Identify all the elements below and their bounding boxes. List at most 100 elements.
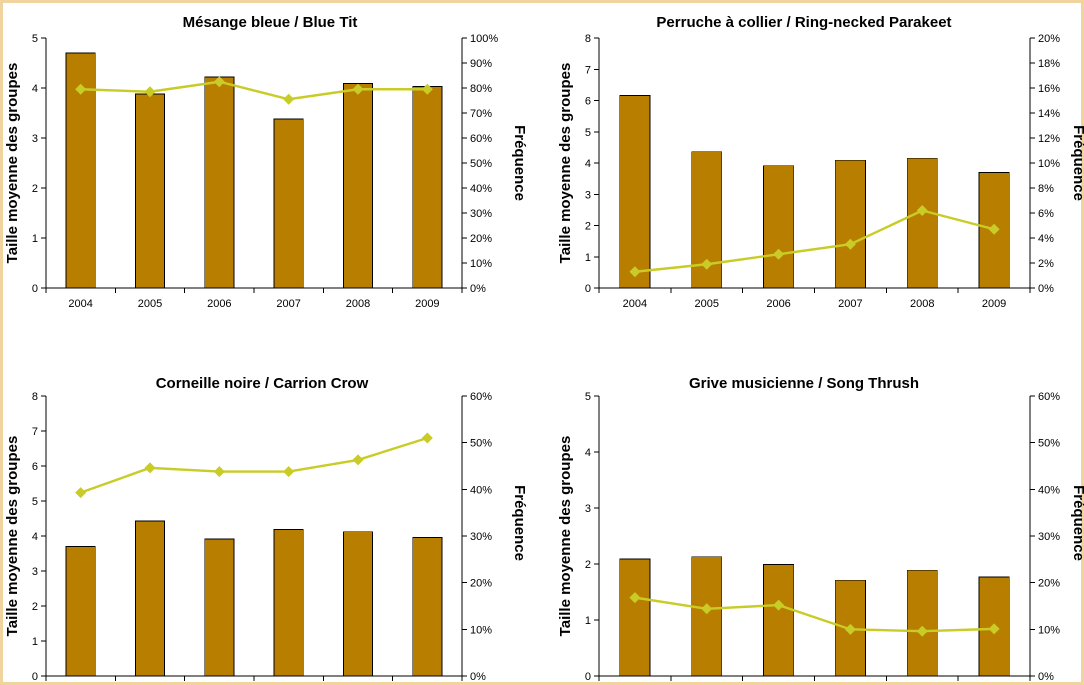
y-tick-label: 1 — [32, 636, 38, 648]
y-tick-label: 1 — [32, 233, 38, 245]
y2-tick-label: 40% — [1038, 484, 1060, 496]
x-tick-label: 2007 — [838, 298, 862, 310]
y2-tick-label: 40% — [470, 183, 492, 195]
chart-song-thrush: Grive musicienne / Song Thrush Taille moy… — [557, 375, 1084, 683]
frequency-marker-2004 — [629, 266, 641, 278]
y-axis-label: Taille moyenne des groupes — [4, 63, 21, 264]
y2-tick-label: 12% — [1038, 133, 1060, 145]
frequency-line — [80, 80, 428, 101]
y2-tick-label: 20% — [1038, 33, 1060, 45]
y-tick-label: 5 — [585, 127, 591, 139]
frequency-line — [634, 209, 995, 273]
y-tick-label: 0 — [585, 283, 591, 295]
x-tick-label: 2005 — [138, 298, 162, 310]
y2-tick-label: 60% — [470, 391, 492, 403]
bar-2004 — [619, 558, 651, 677]
x-tick-label: 2005 — [695, 298, 719, 310]
y2-tick-label: 16% — [1038, 83, 1060, 95]
y-tick-label: 7 — [32, 426, 38, 438]
bar-2008 — [906, 569, 938, 677]
y2-tick-label: 50% — [1038, 438, 1060, 450]
frequency-marker-2008 — [916, 205, 928, 216]
bar-2006 — [763, 564, 795, 677]
y2-axis-label: Fréquence — [511, 485, 528, 561]
y2-tick-label: 20% — [470, 578, 492, 590]
y2-tick-label: 70% — [470, 108, 492, 120]
y-tick-label: 2 — [32, 601, 38, 613]
y-tick-label: 2 — [585, 221, 591, 233]
y2-tick-label: 50% — [470, 438, 492, 450]
y2-tick-label: 0% — [1038, 671, 1054, 683]
chart-title: Perruche à collier / Ring-necked Parakee… — [656, 14, 951, 31]
y-tick-label: 5 — [32, 33, 38, 45]
y2-tick-label: 30% — [1038, 531, 1060, 543]
y2-tick-label: 60% — [470, 133, 492, 145]
frequency-marker-2005 — [701, 603, 713, 615]
x-tick-label: 2008 — [910, 298, 934, 310]
bar-2008 — [906, 157, 938, 289]
frequency-marker-2005 — [144, 86, 156, 98]
frequency-marker-2008 — [916, 625, 928, 637]
chart-title: Mésange bleue / Blue Tit — [183, 14, 358, 31]
chart-title: Grive musicienne / Song Thrush — [689, 375, 919, 392]
x-tick-label: 2008 — [346, 298, 370, 310]
bar-2008 — [343, 83, 373, 289]
y-tick-label: 3 — [585, 503, 591, 515]
x-tick-label: 2004 — [623, 298, 647, 310]
y2-tick-label: 20% — [1038, 578, 1060, 590]
y-tick-label: 5 — [585, 391, 591, 403]
bar-2006 — [204, 538, 235, 677]
bar-2005 — [135, 93, 165, 289]
y-tick-label: 4 — [32, 83, 38, 95]
y2-tick-label: 100% — [470, 33, 498, 45]
y-tick-label: 2 — [32, 183, 38, 195]
y-tick-label: 0 — [32, 283, 38, 295]
y2-tick-label: 10% — [1038, 624, 1060, 636]
chart-carrion-crow: Corneille noire / Carrion Crow Taille moy… — [4, 375, 528, 683]
chart-blue-tit: Mésange bleue / Blue Tit Taille moyenne d… — [4, 14, 528, 310]
y2-tick-label: 8% — [1038, 183, 1054, 195]
x-tick-label: 2009 — [982, 298, 1006, 310]
y2-tick-label: 40% — [470, 484, 492, 496]
y-tick-label: 3 — [32, 133, 38, 145]
x-tick-label: 2004 — [68, 298, 92, 310]
chart-title: Corneille noire / Carrion Crow — [156, 375, 369, 392]
y-tick-label: 4 — [32, 531, 38, 543]
y-tick-label: 8 — [585, 33, 591, 45]
y2-tick-label: 0% — [1038, 283, 1054, 295]
chart-ring-necked-parakeet: Perruche à collier / Ring-necked Parakee… — [557, 14, 1084, 310]
y-tick-label: 0 — [585, 671, 591, 683]
y-tick-label: 8 — [32, 391, 38, 403]
y2-tick-label: 10% — [470, 624, 492, 636]
bar-2009 — [412, 536, 443, 677]
y-axis-label: Taille moyenne des groupes — [557, 63, 574, 264]
bar-2004 — [65, 546, 96, 677]
y2-tick-label: 4% — [1038, 233, 1054, 245]
y-tick-label: 4 — [585, 447, 591, 459]
y2-tick-label: 60% — [1038, 391, 1060, 403]
y-axis-label: Taille moyenne des groupes — [557, 436, 574, 637]
y-tick-label: 6 — [585, 96, 591, 108]
bar-2007 — [834, 159, 866, 289]
y2-tick-label: 80% — [470, 83, 492, 95]
y2-tick-label: 10% — [1038, 158, 1060, 170]
y2-tick-label: 2% — [1038, 258, 1054, 270]
y-tick-label: 2 — [585, 559, 591, 571]
y-tick-label: 0 — [32, 671, 38, 683]
bar-2007 — [273, 118, 304, 289]
y-axis-label: Taille moyenne des groupes — [4, 436, 21, 637]
frequency-marker-2006 — [213, 76, 225, 88]
bar-2007 — [273, 528, 304, 677]
bar-2009 — [412, 86, 443, 289]
frequency-marker-2007 — [283, 93, 295, 105]
y2-tick-label: 30% — [470, 531, 492, 543]
bar-2005 — [135, 520, 165, 677]
frequency-marker-2004 — [629, 592, 641, 604]
frequency-marker-2006 — [213, 466, 225, 478]
frequency-line — [634, 596, 995, 633]
frequency-marker-2005 — [144, 462, 156, 474]
frequency-marker-2008 — [352, 454, 364, 466]
frequency-marker-2007 — [283, 466, 295, 478]
y2-tick-label: 0% — [470, 283, 486, 295]
frequency-marker-2008 — [352, 83, 364, 95]
